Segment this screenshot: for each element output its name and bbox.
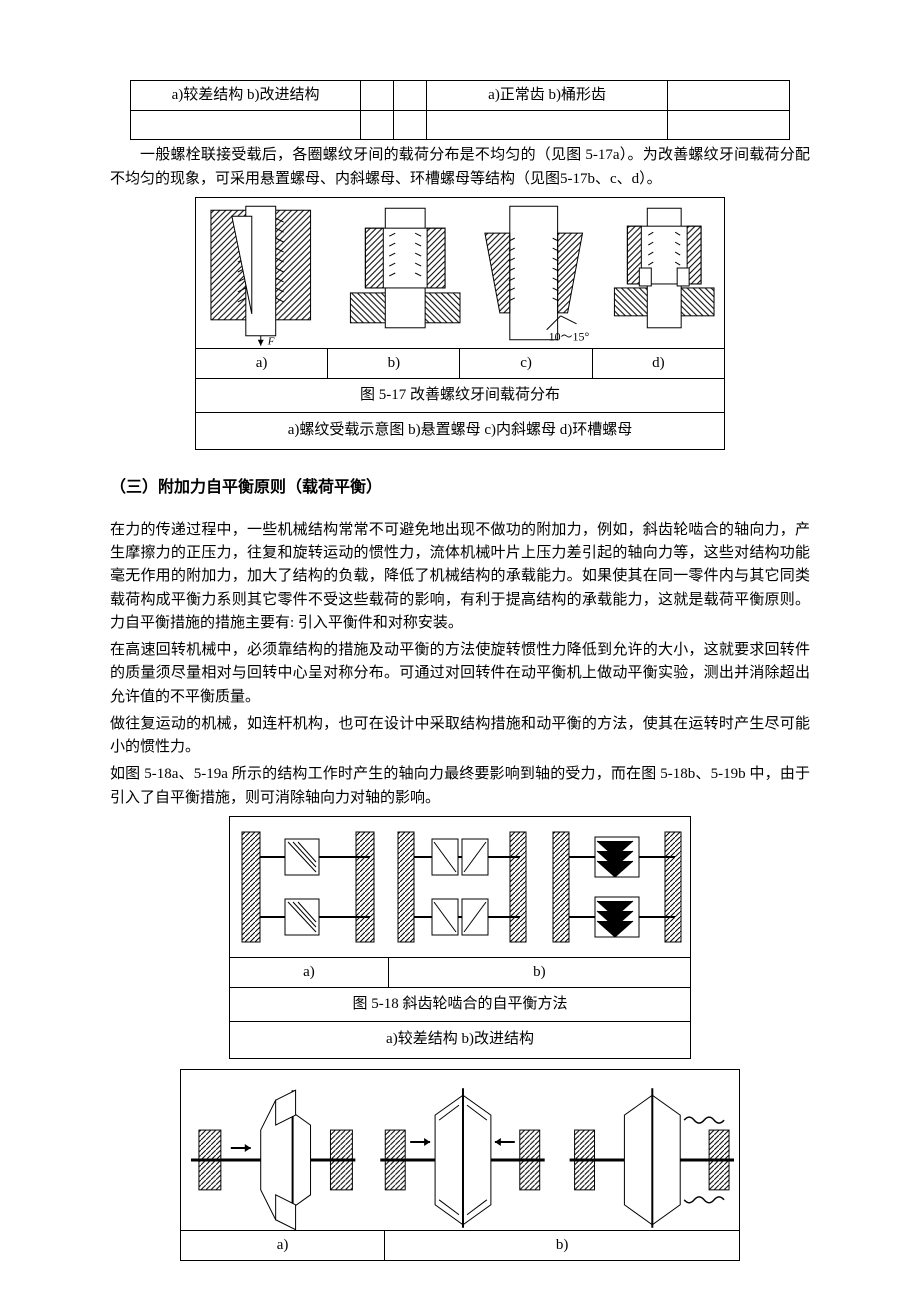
paragraph-2: 在力的传递过程中，一些机械结构常常不可避免地出现不做功的附加力，例如，斜齿轮啮合…: [110, 519, 810, 635]
figure-5-17-image: F: [196, 197, 725, 348]
top-gap-1: [361, 81, 394, 111]
paragraph-3: 在高速回转机械中，必须靠结构的措施及动平衡的方法使旋转惯性力降低到允许的大小，这…: [110, 639, 810, 709]
svg-text:F: F: [267, 335, 275, 347]
fig19-label-a: a): [181, 1231, 385, 1261]
angle-text: 10～15°: [549, 329, 590, 343]
bevel-gear-balance-icon: [181, 1070, 739, 1230]
top-row2-c4: [427, 111, 668, 140]
fig17-caption: 图 5-17 改善螺纹牙间载荷分布: [196, 379, 725, 413]
figure-5-18-image: [230, 816, 691, 957]
top-right-cell: a)正常齿 b)桶形齿: [427, 81, 668, 111]
top-structure-table: a)较差结构 b)改进结构 a)正常齿 b)桶形齿: [130, 80, 790, 140]
top-gap-2: [394, 81, 427, 111]
top-left-cell: a)较差结构 b)改进结构: [131, 81, 361, 111]
helical-gear-balance-icon: [230, 817, 690, 957]
top-row2-c5: [668, 111, 790, 140]
top-row2-c1: [131, 111, 361, 140]
paragraph-4: 做往复运动的机械，如连杆机构，也可在设计中采取结构措施和动平衡的方法，使其在运转…: [110, 713, 810, 760]
top-right-empty: [668, 81, 790, 111]
fig18-label-a: a): [230, 957, 389, 987]
figure-5-19-image: [181, 1070, 740, 1231]
top-row2-c3: [394, 111, 427, 140]
paragraph-1: 一般螺栓联接受载后，各圈螺纹牙间的载荷分布是不均匀的（见图 5-17a）。为改善…: [110, 144, 810, 191]
section-heading: （三）附加力自平衡原则（载荷平衡）: [110, 476, 810, 501]
fig18-label-b: b): [388, 957, 690, 987]
fig17-label-a: a): [196, 348, 328, 378]
fig17-subcaption: a)螺纹受载示意图 b)悬置螺母 c)内斜螺母 d)环槽螺母: [196, 413, 725, 450]
fig19-label-b: b): [385, 1231, 740, 1261]
thread-load-diagram-icon: F: [196, 198, 724, 348]
fig18-caption: 图 5-18 斜齿轮啮合的自平衡方法: [230, 988, 691, 1022]
fig17-label-c: c): [460, 348, 592, 378]
fig17-label-d: d): [592, 348, 724, 378]
figure-5-19: a) b): [180, 1069, 740, 1261]
figure-5-17: F: [195, 197, 725, 450]
figure-5-18: a) b) 图 5-18 斜齿轮啮合的自平衡方法 a)较差结构 b)改进结构: [229, 816, 691, 1059]
fig17-label-b: b): [328, 348, 460, 378]
paragraph-5: 如图 5-18a、5-19a 所示的结构工作时产生的轴向力最终要影响到轴的受力，…: [110, 763, 810, 810]
fig18-subcaption: a)较差结构 b)改进结构: [230, 1022, 691, 1059]
top-row2-c2: [361, 111, 394, 140]
